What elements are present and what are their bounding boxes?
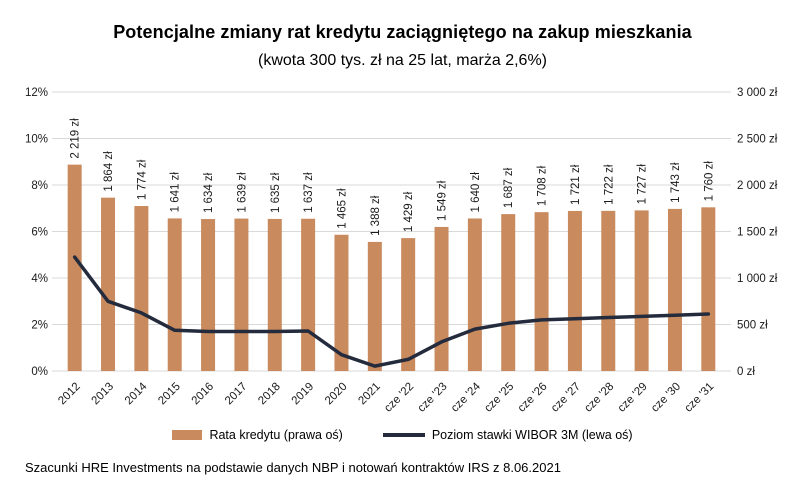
x-axis-category-label: cze '30	[649, 381, 683, 415]
right-axis-tick-label: 1 500 zł	[737, 227, 778, 239]
x-axis-category-label: 2014	[123, 380, 150, 407]
left-axis-tick-label: 6%	[31, 227, 48, 239]
x-axis-category-label: 2018	[256, 381, 283, 408]
x-axis-category-label: cze '29	[616, 381, 650, 415]
bar	[367, 241, 382, 371]
x-axis-category-label: cze '22	[382, 381, 416, 415]
source-note: Szacunki HRE Investments na podstawie da…	[25, 460, 561, 475]
bar-series-swatch	[172, 430, 203, 440]
bar-value-label: 1 549 zł	[437, 180, 449, 221]
bar	[234, 218, 249, 371]
bar-value-label: 1 388 zł	[370, 195, 382, 236]
bar	[567, 210, 582, 371]
bar	[201, 219, 216, 371]
chart-title: Potencjalne zmiany rat kredytu zaciągnię…	[113, 22, 692, 42]
legend-label-bars: Rata kredytu (prawa oś)	[209, 428, 343, 442]
bar	[401, 238, 416, 371]
bar	[434, 226, 449, 371]
bar-value-label: 1 687 zł	[503, 167, 515, 208]
bar-value-label: 1 721 zł	[570, 164, 582, 205]
x-axis-category-label: 2021	[356, 381, 383, 408]
bar-value-label: 1 774 zł	[136, 159, 148, 200]
bar-value-label: 1 743 zł	[670, 162, 682, 203]
bar	[267, 218, 282, 371]
left-axis-tick-label: 8%	[31, 180, 48, 192]
right-axis-tick-label: 2 000 zł	[737, 180, 778, 192]
bar-value-label: 1 760 zł	[703, 161, 715, 202]
bar	[634, 210, 649, 371]
x-axis-category-label: cze '26	[516, 381, 550, 415]
bar	[101, 197, 116, 371]
bar-value-label: 1 727 zł	[637, 164, 649, 205]
left-axis-tick-label: 0%	[31, 366, 48, 378]
x-axis-category-label: cze '24	[449, 380, 483, 414]
right-axis-tick-label: 500 zł	[737, 320, 768, 332]
x-axis-category-label: cze '27	[549, 381, 583, 415]
x-axis-category-label: 2015	[156, 381, 183, 408]
bar-value-label: 1 639 zł	[236, 172, 248, 213]
bar	[334, 234, 349, 371]
right-axis-tick-label: 2 500 zł	[737, 134, 778, 146]
bar	[701, 207, 716, 371]
bar-value-label: 1 634 zł	[203, 172, 215, 213]
bar-value-label: 1 429 zł	[403, 191, 415, 232]
legend-label-line: Poziom stawki WIBOR 3M (lewa oś)	[431, 428, 633, 442]
bar-value-label: 2 219 zł	[70, 118, 82, 159]
bar-value-label: 1 641 zł	[170, 172, 182, 213]
bar	[501, 214, 516, 371]
legend-item-wibor: Poziom stawki WIBOR 3M (lewa oś)	[382, 428, 633, 442]
left-axis-tick-label: 2%	[31, 320, 48, 332]
chart-legend: Rata kredytu (prawa oś) Poziom stawki WI…	[0, 428, 805, 442]
bar-value-label: 1 708 zł	[537, 165, 549, 206]
left-axis-tick-label: 10%	[25, 134, 48, 146]
bar-value-label: 1 465 zł	[336, 188, 348, 229]
right-axis-tick-label: 3 000 zł	[737, 87, 778, 99]
line-series-swatch	[382, 433, 425, 437]
bar-value-label: 1 864 zł	[103, 151, 115, 192]
bar-value-label: 1 635 zł	[270, 172, 282, 213]
wibor-line	[72, 255, 711, 368]
bar	[467, 218, 482, 371]
bar	[134, 206, 149, 371]
x-axis-category-label: 2019	[290, 381, 317, 408]
legend-item-rata-kredytu: Rata kredytu (prawa oś)	[172, 428, 343, 442]
x-axis-category-label: cze '25	[482, 381, 516, 415]
bar	[601, 210, 616, 371]
x-axis-category-label: cze '28	[582, 381, 616, 415]
bar	[534, 212, 549, 371]
chart-subtitle: (kwota 300 tys. zł na 25 lat, marża 2,6%…	[257, 52, 547, 69]
x-axis-category-label: cze '31	[682, 381, 716, 415]
bar	[67, 164, 82, 371]
bar	[301, 218, 316, 371]
x-axis-category-label: cze '23	[416, 381, 450, 415]
right-axis-tick-label: 0 zł	[737, 366, 755, 378]
left-axis-tick-label: 4%	[31, 273, 48, 285]
x-axis-category-label: 2012	[56, 381, 83, 408]
bar	[167, 218, 182, 371]
x-axis-category-label: 2013	[90, 381, 117, 408]
bar-value-label: 1 640 zł	[470, 172, 482, 213]
left-axis-tick-label: 12%	[25, 87, 48, 99]
bar	[667, 208, 682, 371]
x-axis-category-label: 2020	[323, 381, 350, 408]
right-axis-tick-label: 1 000 zł	[737, 273, 778, 285]
x-axis-category-label: 2017	[223, 381, 250, 408]
bar-value-label: 1 637 zł	[303, 172, 315, 213]
x-axis-category-label: 2016	[190, 381, 217, 408]
bar-value-label: 1 722 zł	[603, 164, 615, 205]
